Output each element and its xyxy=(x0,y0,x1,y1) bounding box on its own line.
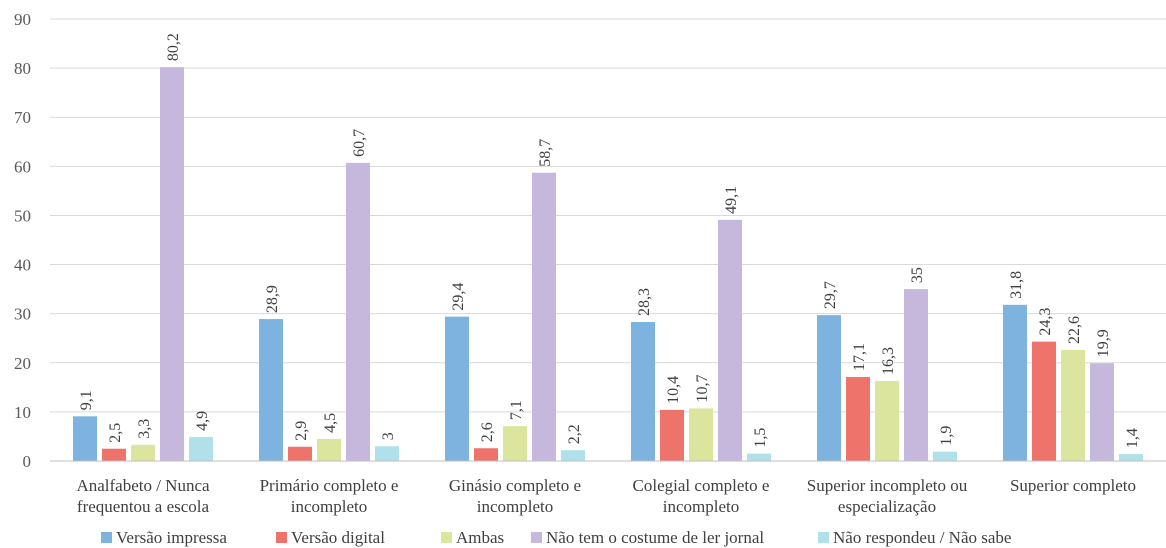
bar xyxy=(660,409,684,461)
category-label: Colegial completo e xyxy=(633,476,770,495)
data-label: 2,2 xyxy=(566,424,583,444)
data-label: 2,5 xyxy=(107,423,124,443)
category-label: especialização xyxy=(838,497,936,516)
bar xyxy=(288,446,312,461)
data-label: 1,5 xyxy=(752,428,769,448)
data-labels: 9,1 2,5 3,3 80,2 4,9 28,9 2,9 4,5 60,7 3 29,4 2,6 7,… xyxy=(78,33,1141,448)
bar xyxy=(561,450,585,461)
y-tick-label: 50 xyxy=(14,206,31,225)
bar xyxy=(1090,363,1114,461)
bar xyxy=(131,444,155,461)
bar xyxy=(718,219,742,461)
legend: Versão impressa Versão digital Ambas Não te… xyxy=(101,528,1011,547)
data-label: 29,4 xyxy=(450,283,467,311)
y-tick-label: 0 xyxy=(23,452,32,471)
category-label: Primário completo e xyxy=(260,476,399,495)
category-label: Superior incompleto ou xyxy=(807,476,968,495)
legend-label: Versão digital xyxy=(291,528,385,547)
category-label: incompleto xyxy=(477,497,553,516)
bar xyxy=(1003,304,1027,461)
bar xyxy=(102,448,126,461)
data-label: 3 xyxy=(380,432,397,440)
bar xyxy=(1032,341,1056,461)
bar xyxy=(73,416,97,461)
bar xyxy=(445,316,469,461)
y-tick-label: 30 xyxy=(14,305,31,324)
category-label: Ginásio completo e xyxy=(449,476,581,495)
legend-swatch xyxy=(441,532,452,543)
bar xyxy=(474,448,498,461)
bar xyxy=(259,319,283,461)
data-label: 17,1 xyxy=(851,343,868,371)
y-axis-ticks: 0 10 20 30 40 50 60 70 80 90 xyxy=(14,10,31,471)
y-tick-label: 40 xyxy=(14,256,31,275)
data-label: 80,2 xyxy=(165,33,182,61)
category-label: Superior completo xyxy=(1010,476,1136,495)
legend-swatch xyxy=(101,532,112,543)
bar xyxy=(689,408,713,461)
data-label: 58,7 xyxy=(537,139,554,167)
data-label: 9,1 xyxy=(78,390,95,410)
data-label: 7,1 xyxy=(508,400,525,420)
data-label: 2,6 xyxy=(479,422,496,442)
data-label: 24,3 xyxy=(1037,308,1054,336)
category-label: incompleto xyxy=(663,497,739,516)
bar xyxy=(846,377,870,461)
y-tick-label: 90 xyxy=(14,10,31,29)
data-label: 10,7 xyxy=(694,374,711,402)
y-tick-label: 70 xyxy=(14,108,31,127)
bar xyxy=(1061,350,1085,461)
bar xyxy=(189,436,213,461)
data-label: 1,4 xyxy=(1124,428,1141,448)
bar xyxy=(346,162,370,461)
bar xyxy=(933,451,957,461)
bar xyxy=(375,446,399,461)
data-label: 1,9 xyxy=(938,426,955,446)
data-label: 16,3 xyxy=(880,347,897,375)
data-label: 28,9 xyxy=(264,285,281,313)
y-tick-label: 60 xyxy=(14,157,31,176)
data-label: 28,3 xyxy=(636,288,653,316)
bar xyxy=(904,289,928,461)
category-label: Analfabeto / Nunca xyxy=(76,476,210,495)
bars xyxy=(73,67,1143,461)
gridlines xyxy=(50,18,1166,413)
data-label: 35 xyxy=(909,267,926,283)
legend-swatch xyxy=(818,532,829,543)
data-label: 31,8 xyxy=(1008,271,1025,299)
y-tick-label: 10 xyxy=(14,403,31,422)
data-label: 4,9 xyxy=(194,411,211,431)
legend-label: Não tem o costume de ler jornal xyxy=(546,528,764,547)
bar xyxy=(1119,454,1143,461)
category-label: incompleto xyxy=(291,497,367,516)
data-label: 19,9 xyxy=(1095,329,1112,357)
data-label: 2,9 xyxy=(293,421,310,441)
data-label: 10,4 xyxy=(665,376,682,404)
y-tick-label: 80 xyxy=(14,59,31,78)
legend-swatch xyxy=(276,532,287,543)
bar xyxy=(160,67,184,461)
category-label: frequentou a escola xyxy=(77,497,210,516)
bar xyxy=(503,426,527,461)
bar xyxy=(875,380,899,461)
data-label: 49,1 xyxy=(723,186,740,214)
legend-label: Não respondeu / Não sabe xyxy=(833,528,1011,547)
legend-swatch xyxy=(531,532,542,543)
data-label: 22,6 xyxy=(1066,316,1083,344)
data-label: 3,3 xyxy=(136,419,153,439)
legend-label: Versão impressa xyxy=(116,528,227,547)
data-label: 29,7 xyxy=(822,281,839,309)
data-label: 60,7 xyxy=(351,129,368,157)
data-label: 4,5 xyxy=(322,413,339,433)
legend-label: Ambas xyxy=(456,528,504,547)
bar xyxy=(747,453,771,461)
bar xyxy=(317,438,341,461)
y-tick-label: 20 xyxy=(14,354,31,373)
bar xyxy=(631,322,655,461)
bar xyxy=(532,172,556,461)
bar xyxy=(817,315,841,461)
category-labels: Analfabeto / Nunca frequentou a escola Pri… xyxy=(76,476,1136,516)
